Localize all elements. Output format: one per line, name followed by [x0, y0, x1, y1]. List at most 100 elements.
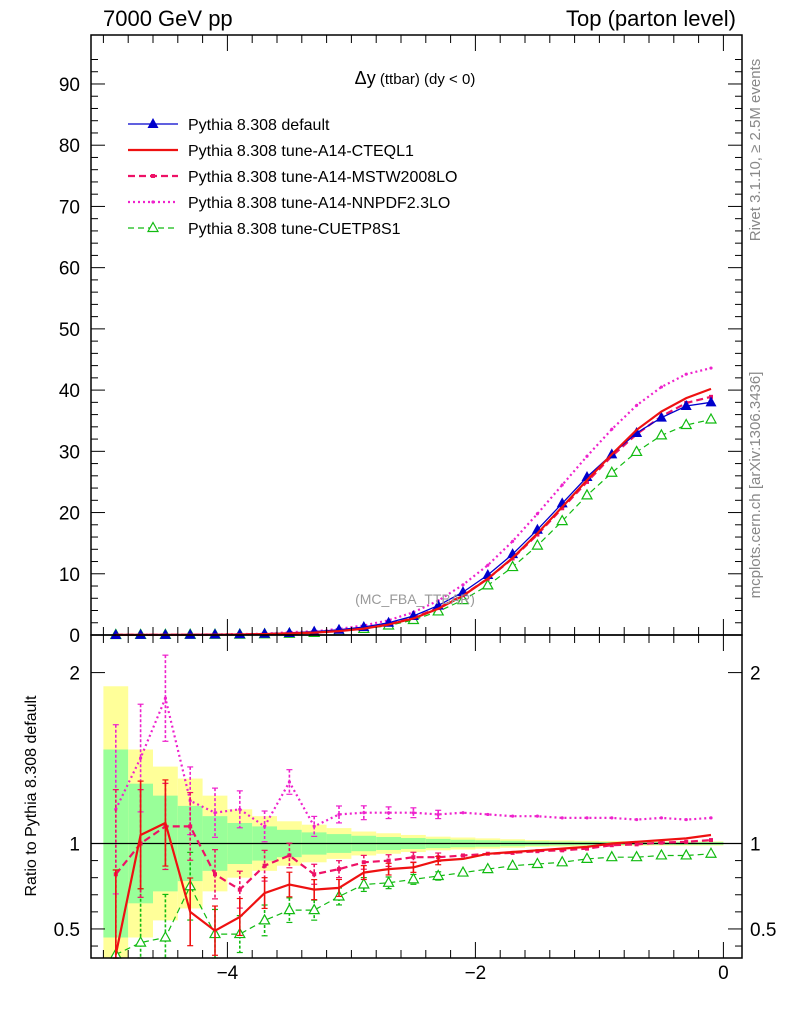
ratio-point-1-20 [609, 843, 614, 848]
title-text: (ttbar) (dy < 0) [376, 71, 476, 88]
ratio-point-3-1 [134, 935, 147, 947]
ratio-point-3-10 [357, 877, 370, 889]
main-point-3-24 [709, 366, 713, 370]
ratio-point-3-18 [556, 855, 569, 867]
ratio-point-1-7 [287, 853, 292, 858]
ratio-panel: 0.5 0.5 1 1 2 2 −4 −2 0 Ratio to Pythia 8.308 d… [23, 634, 776, 984]
legend-marker-4 [146, 221, 160, 233]
ratio-point-2-18 [560, 816, 564, 820]
analysis-watermark: (MC_FBA_TTBAR) [355, 591, 475, 607]
ratio-point-2-24 [709, 816, 713, 820]
ratio-point-1-22 [659, 840, 664, 845]
main-point-0-22 [655, 411, 667, 422]
ratio-point-1-14 [461, 853, 465, 858]
ratio-point-3-22 [655, 848, 668, 860]
main-point-4-23 [680, 418, 693, 430]
ratio-point-3-24 [704, 847, 718, 858]
legend-marker-2 [151, 174, 155, 178]
main-point-0-5 [234, 628, 246, 639]
ratio-point-2-12 [411, 811, 415, 815]
ratio-point-1-24 [709, 838, 713, 843]
main-ytick-label: 50 [59, 320, 80, 341]
ratio-series-layer [109, 654, 718, 959]
rivet-label: Rivet 3.1.10, ≥ 2.5M events [747, 59, 764, 242]
main-title: Δy (ttbar) (dy < 0) [355, 68, 476, 88]
main-point-3-16 [510, 539, 515, 543]
ratio-point-3-7 [283, 903, 296, 915]
main-point-3-20 [610, 427, 614, 431]
legend-label-0: Pythia 8.308 default [188, 117, 330, 134]
legend-marker-3 [151, 200, 155, 204]
ratio-point-2-13 [436, 812, 440, 817]
main-ytick-label: 60 [59, 259, 80, 280]
main-point-3-21 [635, 403, 639, 408]
ratio-point-2-19 [585, 816, 589, 820]
ratio-ytick-label-right: 2 [750, 664, 761, 685]
ratio-point-3-21 [630, 850, 643, 862]
ratio-point-2-2 [163, 696, 167, 700]
ratio-point-3-16 [506, 858, 519, 870]
process-label: Top (parton level) [566, 6, 736, 31]
main-point-2-19 [585, 479, 589, 484]
main-ytick-label: 40 [59, 381, 80, 402]
ratio-point-2-10 [362, 811, 366, 815]
ratio-y-label: Ratio to Pythia 8.308 default [23, 695, 40, 897]
ratio-point-3-2 [159, 930, 172, 942]
main-point-0-6 [259, 627, 271, 638]
main-point-0-3 [184, 628, 196, 639]
main-point-4-16 [506, 560, 519, 572]
ratio-point-2-11 [387, 811, 391, 815]
ratio-ytick-label-right: 1 [750, 834, 761, 855]
main-ytick-label: 20 [59, 504, 80, 525]
title-symbol: Δy [355, 68, 376, 88]
legend: Pythia 8.308 default Pythia 8.308 tune-A1… [128, 117, 457, 238]
ratio-point-2-15 [486, 812, 490, 817]
main-point-4-21 [630, 445, 643, 457]
ratio-point-1-11 [386, 858, 391, 863]
ratio-point-3-23 [680, 848, 693, 860]
ratio-point-2-5 [238, 807, 242, 811]
legend-label-4: Pythia 8.308 tune-CUETP8S1 [188, 221, 401, 238]
main-point-0-8 [308, 625, 320, 636]
main-point-4-18 [556, 514, 569, 526]
ratio-point-2-22 [659, 816, 664, 820]
main-ytick-label: 0 [69, 626, 80, 647]
main-point-0-23 [680, 400, 692, 411]
ratio-point-2-4 [213, 811, 217, 815]
ratio-point-2-23 [684, 817, 688, 822]
ratio-ytick-label-left: 1 [69, 834, 80, 855]
ratio-point-1-23 [684, 839, 689, 844]
main-point-0-4 [209, 628, 221, 639]
x-tick-label: 0 [718, 963, 729, 984]
ratio-point-1-10 [361, 860, 366, 865]
ratio-point-1-5 [237, 887, 242, 892]
main-point-4-24 [704, 412, 718, 424]
main-point-0-24 [705, 396, 717, 407]
main-point-4-14 [456, 593, 470, 605]
main-point-0-21 [631, 426, 643, 437]
ratio-point-1-9 [337, 867, 341, 872]
ratio-point-1-6 [262, 863, 267, 868]
main-point-4-20 [605, 466, 618, 477]
ratio-point-3-20 [605, 850, 618, 862]
ratio-point-3-6 [258, 913, 271, 925]
main-ytick-label: 90 [59, 75, 80, 96]
ratio-point-2-6 [263, 824, 267, 829]
ratio-ytick-label-left: 0.5 [54, 920, 80, 941]
main-point-3-17 [535, 512, 540, 516]
ratio-point-1-3 [188, 824, 193, 829]
ratio-point-1-21 [634, 842, 639, 847]
legend-label-3: Pythia 8.308 tune-A14-NNPDF2.3LO [188, 195, 450, 212]
ratio-point-3-19 [580, 852, 594, 863]
main-point-4-22 [655, 428, 668, 440]
main-ytick-label: 10 [59, 565, 80, 586]
main-point-4-15 [481, 578, 494, 590]
ratio-point-1-4 [213, 872, 217, 877]
ratio-series-line-0 [114, 821, 712, 955]
main-point-3-18 [560, 483, 564, 487]
ratio-ytick-label-right: 0.5 [750, 920, 776, 941]
ratio-point-2-8 [312, 824, 316, 829]
ratio-point-2-9 [337, 812, 341, 817]
